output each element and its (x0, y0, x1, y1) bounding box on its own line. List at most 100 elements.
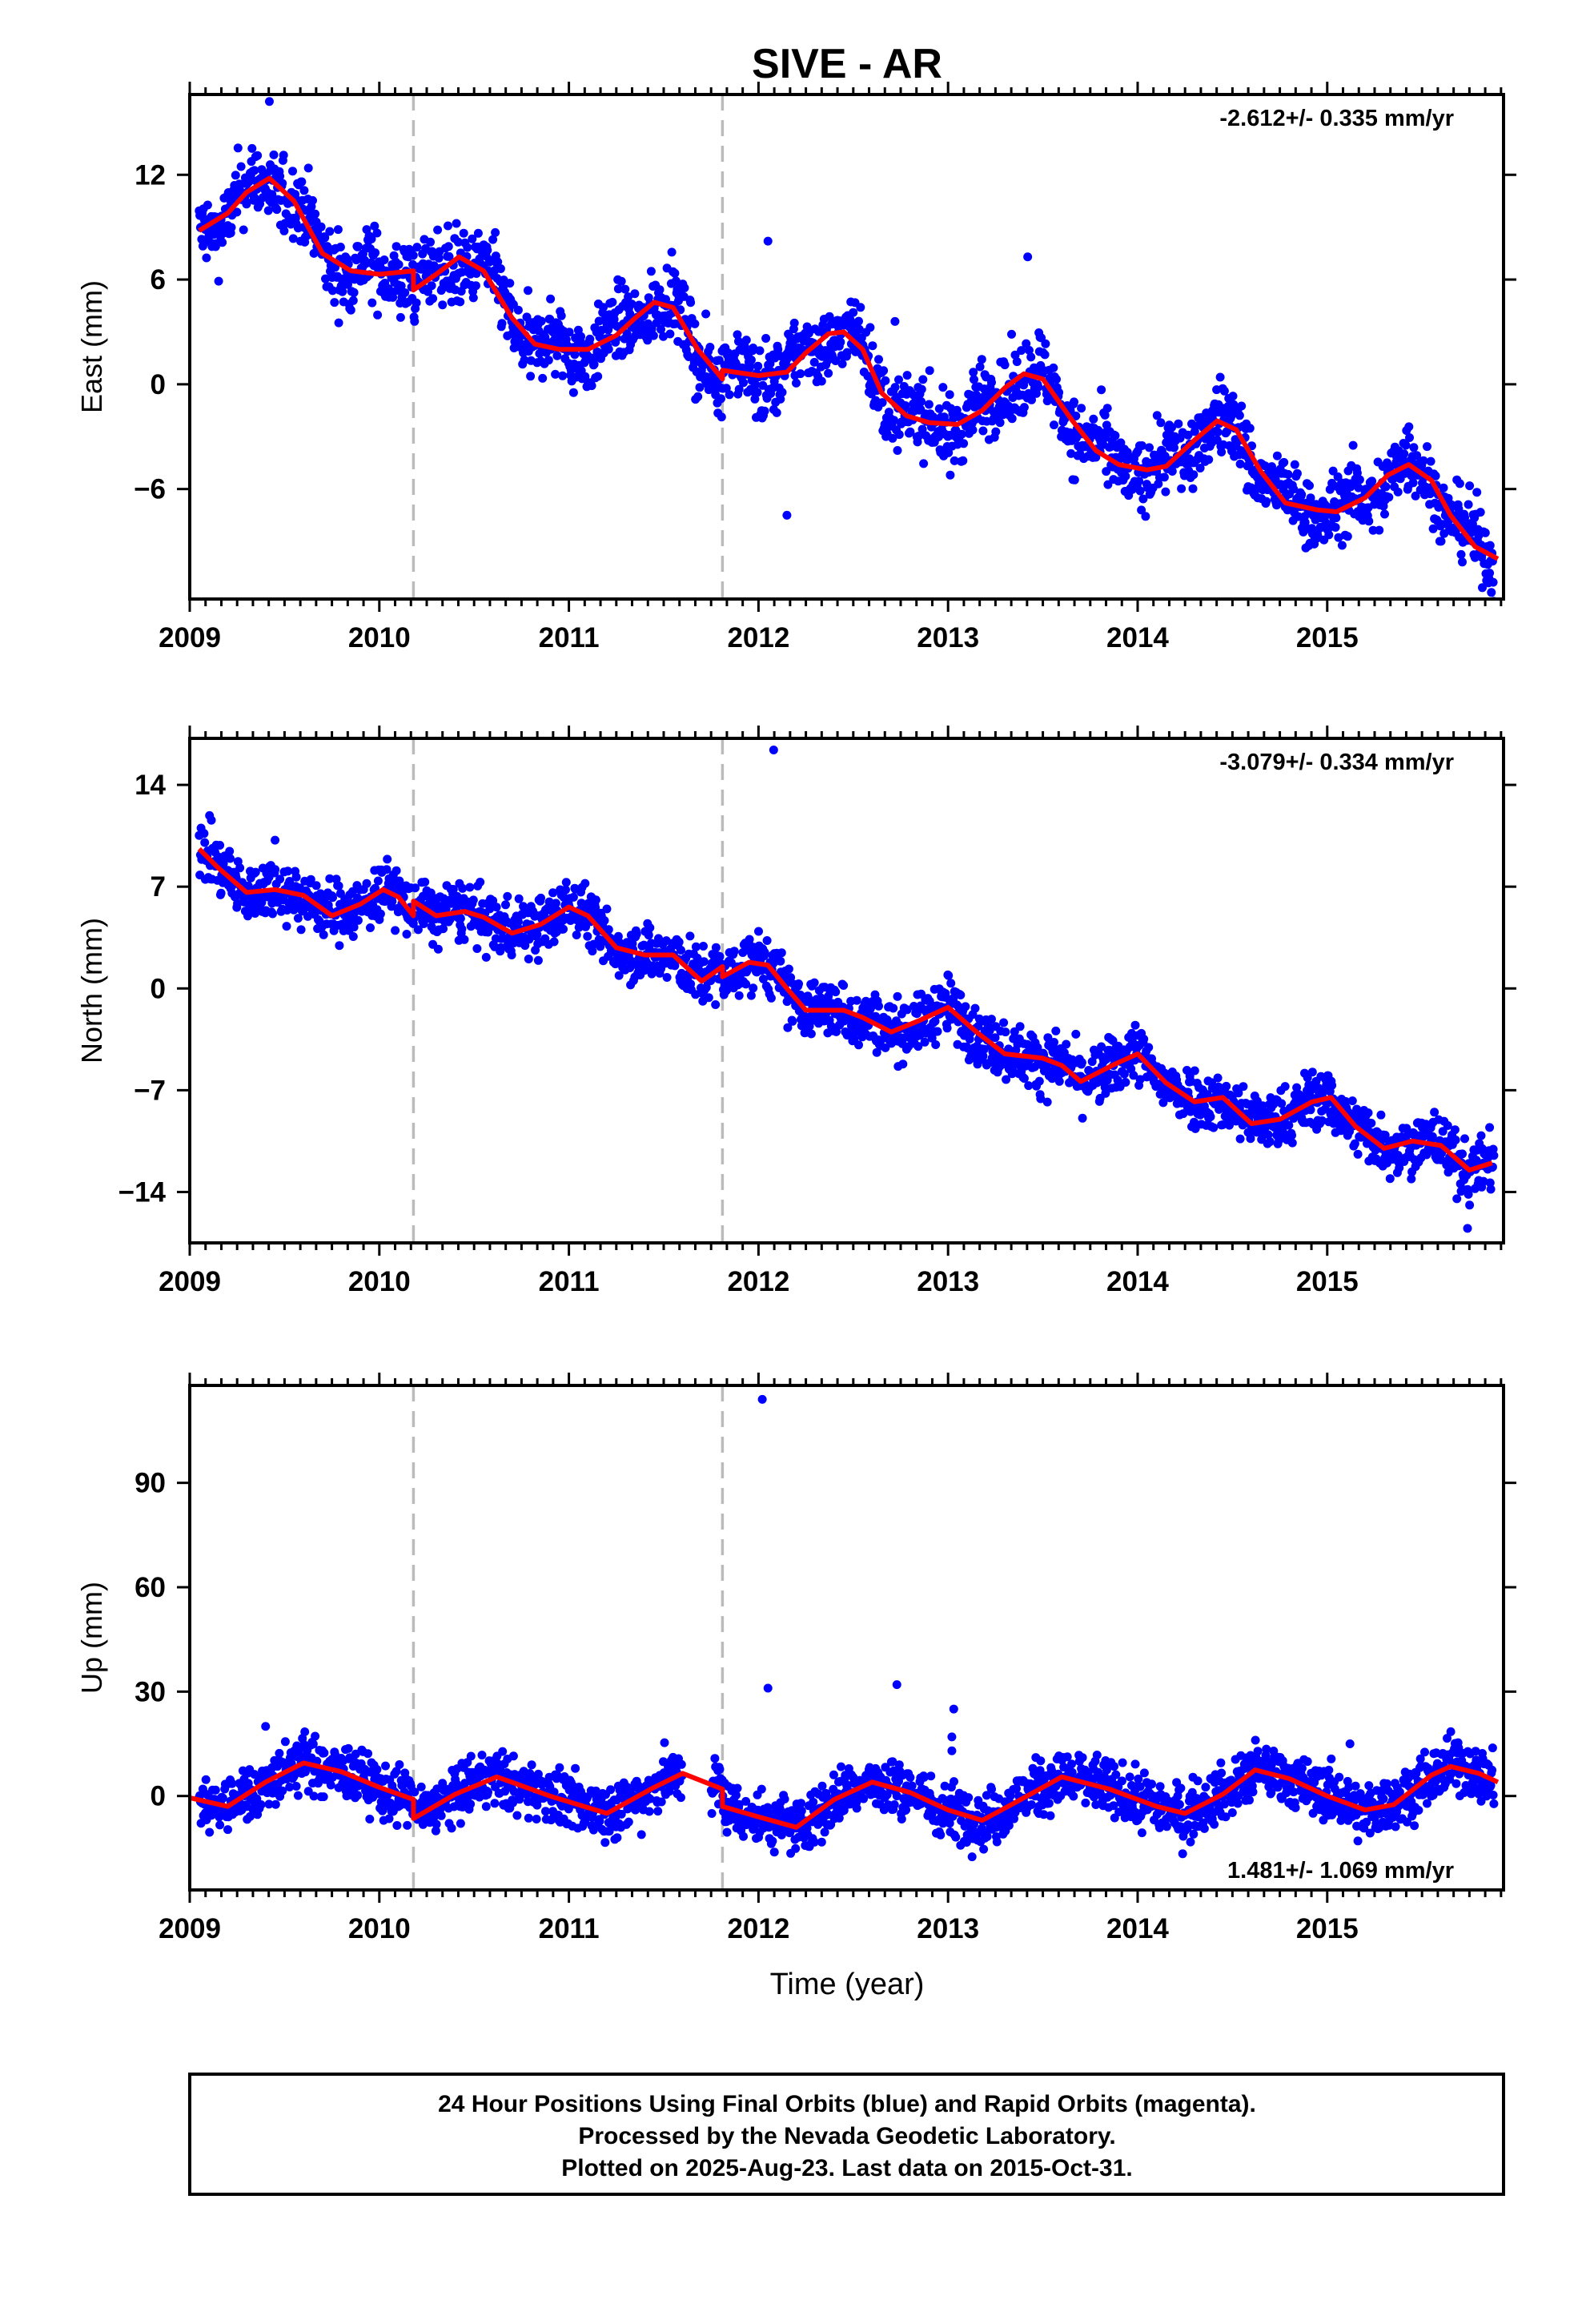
data-point (1476, 1131, 1486, 1140)
data-point (200, 838, 210, 847)
data-point (1451, 1136, 1460, 1144)
data-point (267, 190, 277, 199)
data-point (444, 221, 452, 231)
data-point (1040, 350, 1050, 360)
data-point (250, 166, 259, 175)
data-point (373, 310, 383, 320)
outlier-point (271, 835, 280, 845)
data-point (251, 867, 260, 877)
data-point (1458, 1149, 1467, 1159)
data-point (1456, 549, 1466, 559)
data-point (806, 1029, 816, 1039)
data-point (1368, 525, 1378, 535)
data-point (293, 914, 303, 923)
data-point (961, 1002, 970, 1011)
data-point (343, 897, 353, 907)
data-point (969, 368, 978, 377)
data-point (746, 991, 756, 1000)
data-point (1100, 410, 1110, 420)
data-point (831, 987, 841, 997)
data-point (1297, 490, 1307, 500)
data-point (1026, 352, 1036, 362)
data-point (1375, 525, 1384, 535)
data-point (691, 990, 701, 999)
outlier-point (890, 316, 900, 326)
data-point (754, 927, 763, 936)
data-point (1323, 1099, 1331, 1108)
data-point (760, 406, 769, 416)
data-point (901, 401, 910, 410)
data-point (999, 1018, 1009, 1027)
data-point (320, 233, 330, 243)
data-point (1141, 512, 1150, 521)
data-point (533, 955, 543, 965)
data-point (233, 899, 243, 908)
data-point (599, 303, 608, 312)
data-point (832, 1027, 841, 1036)
data-point (616, 276, 626, 286)
data-point (412, 243, 422, 252)
data-point (952, 405, 962, 415)
data-point (396, 281, 406, 291)
data-point (453, 237, 463, 247)
data-point (646, 267, 656, 276)
data-point (363, 1749, 372, 1759)
data-point (1050, 1038, 1058, 1047)
data-point (548, 888, 558, 898)
data-point (291, 872, 301, 882)
data-point (1235, 459, 1245, 468)
data-point (1000, 360, 1010, 370)
data-point (492, 903, 501, 912)
data-point (987, 378, 996, 387)
data-point (536, 316, 546, 326)
data-point (945, 390, 954, 400)
data-point (1431, 471, 1440, 480)
data-point (661, 295, 670, 304)
data-point (583, 931, 592, 941)
data-point (662, 973, 672, 982)
data-point (975, 362, 985, 372)
data-point (207, 815, 216, 825)
data-point (1364, 517, 1374, 526)
data-point (468, 895, 478, 905)
data-point (1001, 1027, 1010, 1037)
plot-area (190, 1385, 1500, 1890)
data-point (1052, 375, 1061, 384)
data-point (1352, 468, 1362, 478)
data-point (749, 344, 758, 352)
data-point (1050, 420, 1058, 430)
data-point (613, 284, 623, 294)
data-point (1049, 363, 1058, 372)
data-point (1277, 1099, 1287, 1108)
data-point (1412, 451, 1422, 460)
data-point (699, 942, 708, 951)
data-point (263, 206, 273, 215)
data-point (215, 1820, 225, 1830)
data-point (257, 898, 267, 907)
data-point (334, 318, 343, 328)
data-point (1355, 475, 1364, 485)
data-point (561, 885, 570, 895)
data-point (373, 876, 383, 886)
x-tick-label: 2009 (159, 1266, 221, 1297)
data-point (246, 1811, 255, 1821)
data-point (269, 150, 279, 159)
data-point (283, 866, 292, 876)
data-point (944, 971, 954, 980)
data-point (1007, 414, 1017, 424)
data-point (227, 223, 236, 232)
data-point (836, 337, 845, 347)
data-point (1263, 1130, 1273, 1140)
data-point (839, 981, 849, 990)
data-point (602, 904, 612, 914)
data-point (991, 427, 1001, 436)
x-tick-label: 2010 (348, 622, 411, 653)
data-point (1267, 462, 1276, 472)
data-point (1235, 1134, 1245, 1144)
data-point (570, 350, 580, 360)
data-point (765, 359, 775, 368)
outlier-point (763, 236, 773, 246)
data-point (428, 294, 438, 304)
data-point (319, 1792, 328, 1802)
data-point (216, 888, 226, 898)
